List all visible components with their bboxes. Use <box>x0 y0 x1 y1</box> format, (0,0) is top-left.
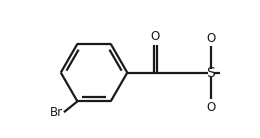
Text: S: S <box>206 66 215 80</box>
Text: O: O <box>206 32 216 45</box>
Text: Br: Br <box>50 106 63 119</box>
Text: O: O <box>151 30 160 43</box>
Text: O: O <box>206 100 216 113</box>
